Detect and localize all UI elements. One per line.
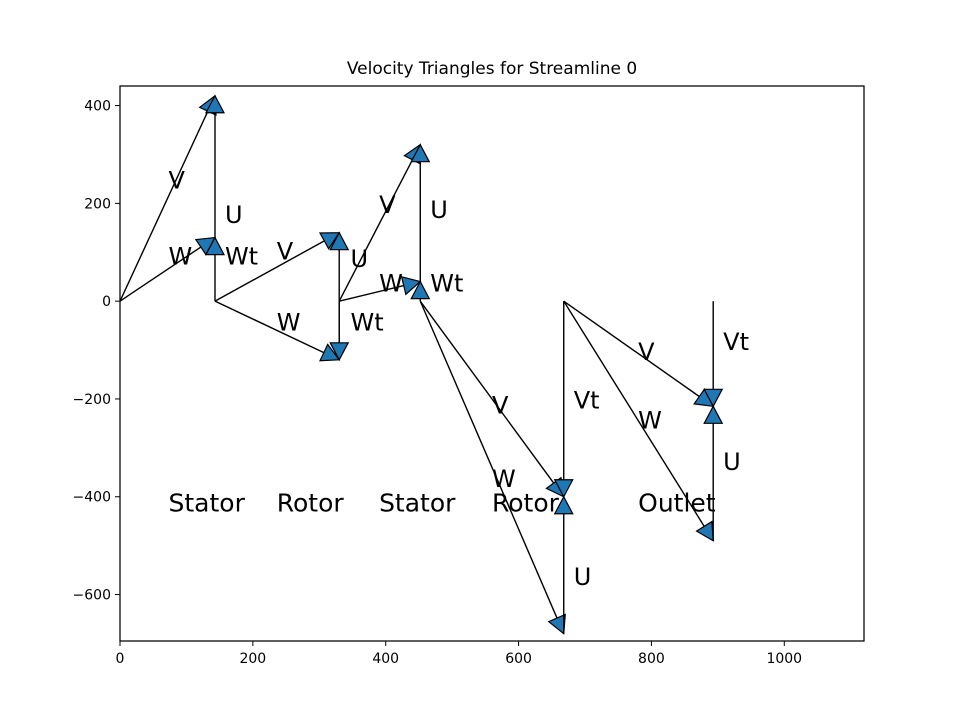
vector-w-arrowhead: [400, 276, 422, 296]
vector-label: V: [379, 191, 396, 219]
y-axis: 400 200 0 −200 −400 −600: [73, 99, 120, 604]
stage-label: Rotor: [277, 488, 345, 517]
vector-label: U: [225, 201, 243, 229]
vector-wt-arrowhead: [410, 280, 431, 300]
vector-label: W: [168, 242, 192, 270]
vector-label: Wt: [430, 269, 463, 297]
vector-label: W: [492, 465, 516, 493]
vector-v-line: [338, 159, 414, 302]
y-tick-label: −600: [73, 588, 111, 604]
vector-label: Vt: [723, 328, 749, 356]
y-tick-label: −400: [73, 490, 111, 506]
vector-w-line: [119, 246, 202, 302]
vector-u-arrowhead: [703, 405, 724, 424]
x-tick-label: 1000: [766, 651, 802, 667]
stage-label: Outlet: [638, 488, 716, 517]
vector-v-line: [563, 300, 700, 398]
vector-label: W: [277, 308, 301, 336]
vector-label: Wt: [351, 308, 384, 336]
vector-label: W: [638, 406, 662, 434]
chart-title: Velocity Triangles for Streamline 0: [347, 59, 637, 79]
vector-v-line: [214, 240, 325, 302]
x-tick-label: 800: [638, 651, 665, 667]
vector-label: U: [430, 196, 448, 224]
vector-v-arrowhead: [318, 232, 341, 250]
vector-label: V: [277, 238, 294, 266]
vector-marks: [119, 94, 724, 635]
vector-label: U: [723, 448, 741, 476]
vector-wt-arrowhead: [329, 342, 350, 362]
vector-label: V: [492, 392, 509, 420]
stage-label: Rotor: [492, 488, 560, 517]
y-tick-label: 200: [84, 196, 111, 212]
vector-w-line: [339, 284, 404, 302]
vector-u-arrowhead: [553, 495, 574, 515]
x-axis: 0 200 400 600 800 1000: [116, 641, 802, 667]
vector-u-arrowhead: [204, 94, 225, 114]
vector-label: V: [168, 167, 185, 195]
vector-u-arrowhead: [410, 143, 431, 163]
vector-w-line: [419, 300, 558, 619]
stage-label: Stator: [379, 488, 456, 517]
vector-label: U: [351, 245, 369, 273]
vector-u-arrowhead: [329, 231, 350, 251]
vector-v-line: [419, 300, 555, 484]
vector-w-arrowhead: [319, 343, 341, 362]
stage-label: Stator: [168, 488, 245, 517]
vector-v-line: [119, 110, 209, 302]
y-tick-label: 400: [84, 99, 111, 115]
vector-label: V: [638, 338, 655, 366]
x-tick-label: 400: [372, 651, 399, 667]
x-tick-label: 600: [505, 651, 532, 667]
plot-area-frame: [119, 85, 865, 642]
vector-w-arrowhead: [547, 613, 566, 635]
vector-label: Wt: [225, 242, 258, 270]
x-tick-label: 200: [239, 651, 266, 667]
vector-w-arrowhead: [695, 520, 714, 542]
vector-w-line: [214, 300, 325, 354]
y-tick-label: 0: [102, 294, 111, 310]
vector-w-line: [563, 300, 705, 527]
stage-labels: Stator Rotor Stator Rotor Outlet: [168, 488, 715, 517]
y-tick-label: −200: [73, 392, 111, 408]
vector-label: W: [379, 269, 403, 297]
vector-label: Vt: [574, 387, 600, 415]
x-tick-label: 0: [116, 651, 125, 667]
vector-wt-arrowhead: [204, 236, 225, 256]
vector-vt-arrowhead: [553, 479, 574, 499]
vector-label: U: [574, 563, 592, 591]
vector-vt-arrowhead: [703, 388, 724, 408]
